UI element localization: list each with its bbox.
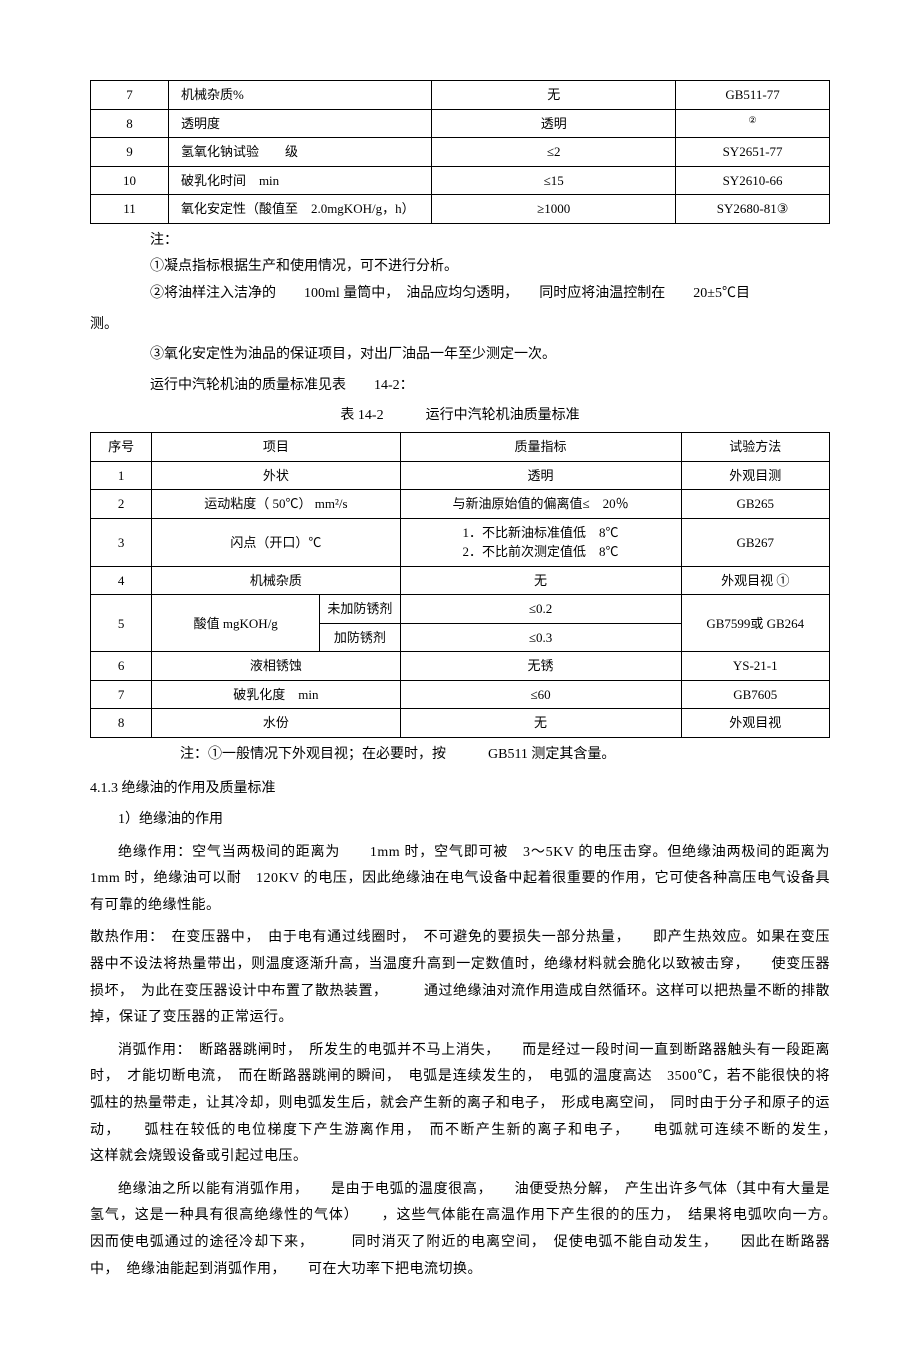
cell-num: 11 <box>91 195 169 224</box>
notes-block: 注： ①凝点指标根据生产和使用情况，可不进行分析。 ②将油样注入洁净的 100m… <box>150 228 830 308</box>
table-row: 10 破乳化时间 min ≤15 SY2610-66 <box>91 166 830 195</box>
table-row: 7 破乳化度 min ≤60 GB7605 <box>91 680 830 709</box>
cell-item-main: 酸值 mgKOH/g <box>152 595 320 652</box>
paragraph-3: 消弧作用： 断路器跳闸时， 所发生的电弧并不马上消失， 而是经过一段时间一直到断… <box>90 1038 830 1171</box>
paragraph-1: 绝缘作用：空气当两极间的距离为 1mm 时，空气即可被 3～5KV 的电压击穿。… <box>90 840 830 920</box>
cell-val: ≥1000 <box>432 195 676 224</box>
cell-val: 透明 <box>400 461 681 490</box>
table-2-caption: 表 14-2 运行中汽轮机油质量标准 <box>90 405 830 426</box>
cell-val: 透明 <box>432 109 676 138</box>
cell-item: 氢氧化钠试验 级 <box>168 138 431 167</box>
cell-sub1: 未加防锈剂 <box>320 595 400 624</box>
cell-method: GB7605 <box>681 680 829 709</box>
cell-val: 无锈 <box>400 652 681 681</box>
table-1: 7 机械杂质% 无 GB511-77 8 透明度 透明 ② 9 氢氧化钠试验 级… <box>90 80 830 224</box>
cell-num: 2 <box>91 490 152 519</box>
cell-item: 机械杂质% <box>168 81 431 110</box>
table-row: 8 透明度 透明 ② <box>91 109 830 138</box>
cell-val: 无 <box>400 566 681 595</box>
header-val: 质量指标 <box>400 433 681 462</box>
cell-method: 外观目测 <box>681 461 829 490</box>
cell-num: 4 <box>91 566 152 595</box>
cell-item: 闪点（开口）℃ <box>152 518 400 566</box>
cell-num: 5 <box>91 595 152 652</box>
cell-num: 6 <box>91 652 152 681</box>
cell-method: SY2680-81③ <box>676 195 830 224</box>
document-page: 7 机械杂质% 无 GB511-77 8 透明度 透明 ② 9 氢氧化钠试验 级… <box>0 0 920 1349</box>
cell-item: 液相锈蚀 <box>152 652 400 681</box>
cell-val: ≤15 <box>432 166 676 195</box>
cell-method: GB7599或 GB264 <box>681 595 829 652</box>
note-2a: ②将油样注入洁净的 100ml 量筒中， 油品应均匀透明， 同时应将油温控制在 … <box>150 281 830 308</box>
header-seq: 序号 <box>91 433 152 462</box>
cell-item: 氧化安定性（酸值至 2.0mgKOH/g，h） <box>168 195 431 224</box>
cell-method: GB265 <box>681 490 829 519</box>
cell-sub2: 加防锈剂 <box>320 623 400 652</box>
table-row: 9 氢氧化钠试验 级 ≤2 SY2651-77 <box>91 138 830 167</box>
section-heading: 4.1.3 绝缘油的作用及质量标准 <box>90 776 830 803</box>
cell-val-line2: 2．不比前次测定值低 8℃ <box>407 542 675 562</box>
cell-num: 1 <box>91 461 152 490</box>
cell-val: 与新油原始值的偏离值≤ 20％ <box>400 490 681 519</box>
cell-val-line1: 1．不比新油标准值低 8℃ <box>407 523 675 543</box>
table-row: 5 酸值 mgKOH/g 未加防锈剂 ≤0.2 GB7599或 GB264 <box>91 595 830 624</box>
cell-method: SY2651-77 <box>676 138 830 167</box>
cell-val: ≤0.3 <box>400 623 681 652</box>
note-lead: 注： <box>150 228 830 255</box>
note-2b: 测。 <box>90 312 830 339</box>
cell-item: 外状 <box>152 461 400 490</box>
cell-val: ≤2 <box>432 138 676 167</box>
cell-num: 8 <box>91 109 169 138</box>
table-row: 4 机械杂质 无 外观目视 ① <box>91 566 830 595</box>
cell-item: 透明度 <box>168 109 431 138</box>
cell-item: 破乳化度 min <box>152 680 400 709</box>
table-header-row: 序号 项目 质量指标 试验方法 <box>91 433 830 462</box>
section-subheading: 1）绝缘油的作用 <box>118 807 830 834</box>
cell-num: 7 <box>91 81 169 110</box>
cell-val: 无 <box>400 709 681 738</box>
cell-method: YS-21-1 <box>681 652 829 681</box>
cell-item: 水份 <box>152 709 400 738</box>
cell-method: SY2610-66 <box>676 166 830 195</box>
cell-method: GB511-77 <box>676 81 830 110</box>
table-2-footnote: 注：①一般情况下外观目视；在必要时，按 GB511 测定其含量。 <box>180 742 830 769</box>
cell-item: 破乳化时间 min <box>168 166 431 195</box>
table-row: 3 闪点（开口）℃ 1．不比新油标准值低 8℃ 2．不比前次测定值低 8℃ GB… <box>91 518 830 566</box>
cell-num: 8 <box>91 709 152 738</box>
cell-method: 外观目视 <box>681 709 829 738</box>
cell-method: GB267 <box>681 518 829 566</box>
cell-val: ≤60 <box>400 680 681 709</box>
cell-num: 7 <box>91 680 152 709</box>
cell-num: 3 <box>91 518 152 566</box>
note-1: ①凝点指标根据生产和使用情况，可不进行分析。 <box>150 254 830 281</box>
note-4: 运行中汽轮机油的质量标准见表 14-2： <box>150 373 830 400</box>
cell-val: ≤0.2 <box>400 595 681 624</box>
cell-method: ② <box>676 109 830 138</box>
table-2: 序号 项目 质量指标 试验方法 1 外状 透明 外观目测 2 运动粘度（ 50℃… <box>90 432 830 738</box>
paragraph-2: 散热作用： 在变压器中， 由于电有通过线圈时， 不可避免的要损失一部分热量， 即… <box>90 925 830 1031</box>
table-row: 7 机械杂质% 无 GB511-77 <box>91 81 830 110</box>
cell-item: 机械杂质 <box>152 566 400 595</box>
table-row: 2 运动粘度（ 50℃） mm²/s 与新油原始值的偏离值≤ 20％ GB265 <box>91 490 830 519</box>
table-row: 1 外状 透明 外观目测 <box>91 461 830 490</box>
table-row: 11 氧化安定性（酸值至 2.0mgKOH/g，h） ≥1000 SY2680-… <box>91 195 830 224</box>
table-row: 6 液相锈蚀 无锈 YS-21-1 <box>91 652 830 681</box>
table-row: 8 水份 无 外观目视 <box>91 709 830 738</box>
note-3: ③氧化安定性为油品的保证项目，对出厂油品一年至少测定一次。 <box>150 342 830 369</box>
cell-num: 10 <box>91 166 169 195</box>
cell-val: 1．不比新油标准值低 8℃ 2．不比前次测定值低 8℃ <box>400 518 681 566</box>
header-item: 项目 <box>152 433 400 462</box>
paragraph-4: 绝缘油之所以能有消弧作用， 是由于电弧的温度很高， 油便受热分解， 产生出许多气… <box>90 1177 830 1283</box>
cell-num: 9 <box>91 138 169 167</box>
header-method: 试验方法 <box>681 433 829 462</box>
cell-item: 运动粘度（ 50℃） mm²/s <box>152 490 400 519</box>
cell-method: 外观目视 ① <box>681 566 829 595</box>
cell-val: 无 <box>432 81 676 110</box>
